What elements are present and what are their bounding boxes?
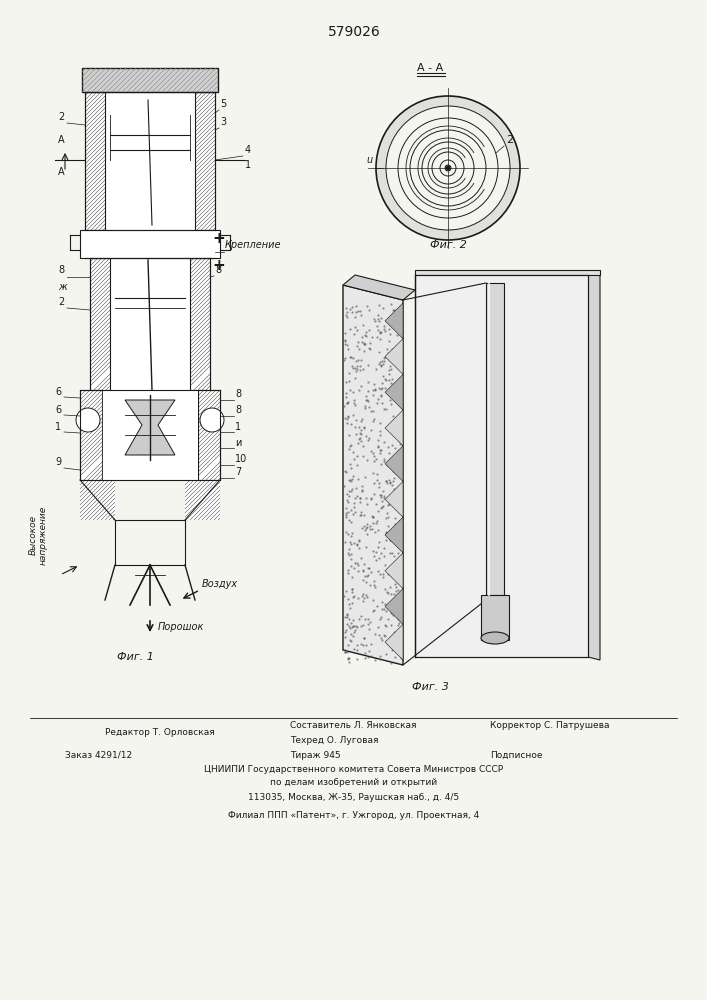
Bar: [80, 480, 115, 520]
Text: 10: 10: [235, 454, 247, 464]
Text: А: А: [58, 167, 64, 177]
Polygon shape: [385, 410, 403, 446]
Text: +: +: [212, 258, 225, 273]
Bar: [90, 258, 110, 390]
Polygon shape: [385, 303, 403, 339]
Text: Тираж 945: Тираж 945: [290, 751, 341, 760]
Bar: [195, 92, 215, 230]
Text: +: +: [212, 231, 225, 246]
Text: u: u: [366, 155, 372, 165]
Text: Составитель Л. Янковская: Составитель Л. Янковская: [290, 721, 416, 730]
Polygon shape: [415, 275, 588, 657]
Text: Филиал ППП «Патент», г. Ужгород, ул. Проектная, 4: Филиал ППП «Патент», г. Ужгород, ул. Про…: [228, 811, 479, 820]
Polygon shape: [385, 446, 403, 482]
Text: 8: 8: [235, 389, 241, 399]
Bar: [102, 390, 198, 480]
Text: 6: 6: [55, 405, 61, 415]
Text: 8: 8: [58, 265, 64, 275]
Polygon shape: [343, 275, 415, 300]
Text: по делам изобретений и открытий: по делам изобретений и открытий: [271, 778, 438, 787]
Text: 579026: 579026: [327, 25, 380, 39]
Text: 5: 5: [220, 99, 226, 109]
Bar: [82, 68, 218, 92]
Text: А: А: [58, 135, 64, 145]
Polygon shape: [415, 270, 600, 275]
Bar: [185, 480, 220, 520]
Text: Высокое
напряжение: Высокое напряжение: [28, 505, 47, 565]
Polygon shape: [385, 374, 403, 410]
Text: 6: 6: [55, 387, 61, 397]
Text: 1: 1: [245, 160, 251, 170]
Polygon shape: [588, 272, 600, 660]
Text: Заказ 4291/12: Заказ 4291/12: [65, 751, 132, 760]
Text: А - А: А - А: [417, 63, 443, 73]
Text: 3: 3: [220, 117, 226, 127]
Text: Фиг. 2: Фиг. 2: [430, 240, 467, 250]
Polygon shape: [385, 553, 403, 589]
Text: 8: 8: [215, 265, 221, 275]
Text: Техред О. Луговая: Техред О. Луговая: [290, 736, 378, 745]
Text: 2: 2: [58, 112, 64, 122]
Circle shape: [445, 165, 450, 170]
Bar: [80, 230, 220, 258]
Polygon shape: [385, 339, 403, 374]
Text: 7: 7: [235, 467, 241, 477]
Text: 2: 2: [58, 297, 64, 307]
Text: Корректор С. Патрушева: Корректор С. Патрушева: [490, 721, 609, 730]
Text: Порошок: Порошок: [158, 622, 204, 632]
Bar: [85, 92, 105, 230]
Bar: [110, 258, 190, 390]
Polygon shape: [385, 482, 403, 517]
Text: 4: 4: [245, 145, 251, 155]
Bar: [80, 390, 102, 480]
Circle shape: [76, 408, 100, 432]
Bar: [190, 258, 210, 390]
Polygon shape: [385, 589, 403, 624]
Bar: [486, 283, 504, 595]
Polygon shape: [343, 285, 403, 665]
Polygon shape: [376, 96, 520, 240]
Ellipse shape: [481, 632, 509, 644]
Text: Фиг. 1: Фиг. 1: [117, 652, 153, 662]
Text: Редактор Т. Орловская: Редактор Т. Орловская: [105, 728, 215, 737]
Bar: [481, 595, 509, 640]
Text: ЦНИИПИ Государственного комитета Совета Министров СССР: ЦНИИПИ Государственного комитета Совета …: [204, 765, 503, 774]
Text: 1: 1: [235, 422, 241, 432]
Polygon shape: [125, 400, 175, 455]
Bar: [198, 390, 220, 480]
Polygon shape: [385, 624, 403, 660]
Text: и: и: [235, 438, 241, 448]
Text: 9: 9: [55, 457, 61, 467]
Circle shape: [200, 408, 224, 432]
Text: 8: 8: [235, 405, 241, 415]
Text: 2: 2: [506, 135, 513, 145]
Text: ж: ж: [58, 282, 66, 292]
Text: Подписное: Подписное: [490, 751, 542, 760]
Text: Фиг. 3: Фиг. 3: [411, 682, 448, 692]
Text: 1: 1: [55, 422, 61, 432]
Text: Крепление: Крепление: [225, 240, 281, 250]
Polygon shape: [385, 517, 403, 553]
Text: Воздух: Воздух: [202, 579, 238, 589]
Bar: [105, 92, 195, 230]
Text: 113035, Москва, Ж-35, Раушская наб., д. 4/5: 113035, Москва, Ж-35, Раушская наб., д. …: [248, 793, 460, 802]
